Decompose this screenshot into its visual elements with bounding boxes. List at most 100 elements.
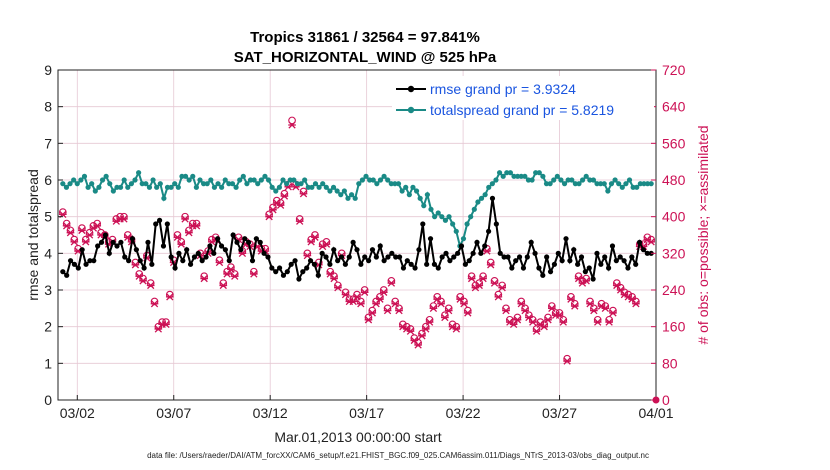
possible-obs-point xyxy=(398,320,407,329)
series-point-totalspread xyxy=(525,177,532,183)
series-point-totalspread xyxy=(583,173,589,179)
series-point-totalspread xyxy=(522,173,528,179)
series-point-rmse xyxy=(307,258,314,264)
series-point-rmse xyxy=(458,243,465,249)
series-point-rmse xyxy=(617,254,623,260)
assimilated-obs-point xyxy=(379,288,388,296)
series-point-rmse xyxy=(218,243,225,249)
series-point-totalspread xyxy=(565,177,571,183)
series-point-rmse xyxy=(501,254,507,260)
assimilated-obs-point xyxy=(528,318,537,326)
assimilated-obs-point xyxy=(219,281,228,290)
series-point-rmse xyxy=(636,239,643,245)
series-point-totalspread xyxy=(338,192,344,198)
assimilated-obs-point xyxy=(177,240,186,248)
series-point-totalspread xyxy=(182,173,189,179)
series-point-totalspread xyxy=(493,177,499,183)
assimilated-obs-point xyxy=(269,206,277,214)
series-point-rmse xyxy=(199,258,205,264)
series-point-rmse xyxy=(184,247,190,253)
series-point-totalspread xyxy=(132,177,138,183)
possible-obs-point xyxy=(563,354,571,363)
possible-obs-point xyxy=(93,219,102,228)
assimilated-obs-point xyxy=(230,272,239,280)
series-point-rmse xyxy=(412,265,418,271)
assimilated-obs-point xyxy=(173,233,182,241)
possible-obs-point xyxy=(62,219,71,228)
possible-obs-point xyxy=(334,281,342,290)
assimilated-obs-point xyxy=(299,190,308,198)
possible-obs-point xyxy=(616,283,625,292)
series-point-rmse xyxy=(350,239,356,245)
series-point-totalspread xyxy=(356,181,362,187)
possible-obs-point xyxy=(463,306,472,315)
possible-obs-point xyxy=(188,219,197,228)
possible-obs-point xyxy=(612,279,621,287)
assimilated-obs-point xyxy=(66,229,75,237)
series-point-totalspread xyxy=(211,184,218,190)
assimilated-obs-point xyxy=(387,279,396,287)
assimilated-obs-point xyxy=(498,284,507,292)
possible-obs-point xyxy=(632,297,640,306)
series-point-rmse xyxy=(133,247,139,253)
assimilated-obs-point xyxy=(421,325,430,333)
possible-obs-point xyxy=(181,212,189,221)
assimilated-obs-point xyxy=(150,300,159,308)
series-point-totalspread xyxy=(164,184,171,190)
possible-obs-point xyxy=(425,315,434,324)
series-point-rmse xyxy=(311,261,318,267)
series-point-totalspread xyxy=(623,181,629,187)
series-point-rmse xyxy=(540,272,546,278)
assimilated-obs-point xyxy=(563,357,571,365)
series-point-totalspread xyxy=(417,195,423,201)
possible-obs-point xyxy=(582,274,591,283)
series-point-rmse xyxy=(338,254,345,260)
possible-obs-point xyxy=(555,309,564,317)
series-point-rmse xyxy=(555,250,561,256)
series-point-totalspread xyxy=(518,173,524,179)
possible-obs-point xyxy=(299,187,308,196)
series-point-rmse xyxy=(451,254,457,260)
possible-obs-point xyxy=(643,233,652,242)
series-point-totalspread xyxy=(312,181,319,187)
possible-obs-point xyxy=(490,276,499,285)
possible-obs-point xyxy=(372,297,380,306)
possible-obs-point xyxy=(66,226,75,235)
assimilated-obs-point xyxy=(250,270,258,278)
series-point-totalspread xyxy=(67,181,73,187)
possible-obs-point xyxy=(85,228,94,237)
series-point-rmse xyxy=(203,254,209,260)
series-point-rmse xyxy=(408,261,414,267)
x-axis-label: Mar.01,2013 00:00:00 start xyxy=(274,429,441,445)
possible-obs-point xyxy=(528,315,537,324)
possible-obs-point xyxy=(150,297,159,306)
series-point-totalspread xyxy=(193,184,199,190)
series-point-totalspread xyxy=(533,170,539,176)
series-point-rmse xyxy=(246,239,252,245)
y-tick-label: 3 xyxy=(44,282,52,298)
possible-obs-point xyxy=(513,313,522,322)
possible-obs-point xyxy=(498,281,507,290)
y-right-tick-label: 160 xyxy=(662,319,686,335)
assimilated-obs-point xyxy=(494,293,503,301)
assimilated-obs-point xyxy=(441,313,449,322)
series-point-rmse xyxy=(141,265,147,271)
series-point-rmse xyxy=(489,195,496,201)
series-point-rmse xyxy=(621,258,627,264)
assimilated-obs-point xyxy=(479,274,487,283)
series-point-rmse xyxy=(563,236,569,242)
x-tick-label: 04/01 xyxy=(638,405,673,421)
series-point-totalspread xyxy=(637,181,643,187)
series-point-rmse xyxy=(98,239,105,245)
series-point-rmse xyxy=(335,258,341,264)
possible-obs-point xyxy=(154,322,163,331)
possible-obs-point xyxy=(307,235,316,244)
possible-obs-point xyxy=(437,297,445,306)
possible-obs-point xyxy=(448,320,457,329)
series-point-totalspread xyxy=(572,181,578,187)
series-point-totalspread xyxy=(309,184,315,190)
series-point-totalspread xyxy=(128,181,135,187)
assimilated-obs-point xyxy=(322,240,331,248)
series-point-totalspread xyxy=(475,199,481,205)
assimilated-obs-point xyxy=(165,293,174,301)
